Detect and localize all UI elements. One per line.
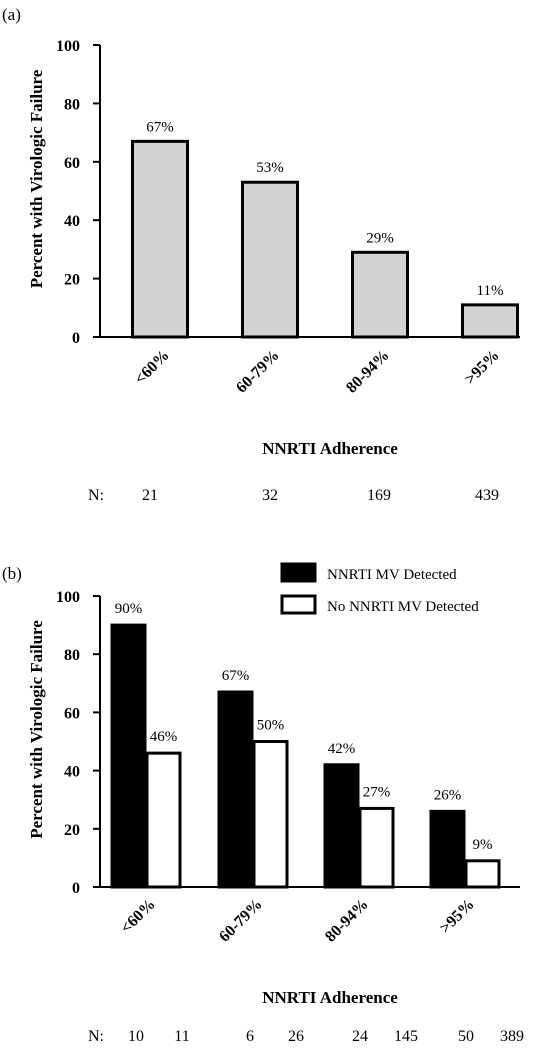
y-axis-label: Percent with Virologic Failure: [27, 69, 46, 288]
n-value: 169: [367, 487, 391, 504]
legend-swatch: [280, 594, 317, 615]
y-tick-label: 40: [64, 213, 80, 230]
data-label: 50%: [257, 718, 285, 734]
bar: [429, 809, 466, 889]
n-value: 145: [394, 1028, 418, 1045]
y-tick-label: 20: [64, 822, 80, 839]
data-label: 67%: [222, 668, 250, 684]
x-tick-label: 80-94%: [343, 347, 393, 397]
x-tick-label: 60-79%: [216, 896, 266, 946]
x-tick-label: >95%: [462, 347, 503, 388]
x-tick-label: >95%: [437, 896, 478, 937]
data-label: 90%: [115, 601, 143, 617]
legend-entry: No NNRTI MV Detected: [327, 599, 479, 615]
data-label: 27%: [363, 784, 391, 800]
n-value: 439: [475, 487, 499, 504]
x-axis-label: NNRTI Adherence: [262, 988, 398, 1007]
x-tick-label: <60%: [118, 896, 159, 937]
y-tick-label: 60: [64, 155, 80, 172]
y-tick-label: 0: [72, 880, 80, 897]
data-label: 26%: [434, 787, 462, 803]
x-axis-label: NNRTI Adherence: [262, 439, 398, 458]
n-value: 24: [352, 1028, 368, 1045]
bar: [131, 139, 189, 339]
y-tick-label: 60: [64, 705, 80, 722]
n-value: 10: [128, 1028, 144, 1045]
y-tick-label: 20: [64, 272, 80, 289]
y-tick-label: 80: [64, 96, 80, 113]
bar: [145, 751, 182, 889]
n-value: 21: [142, 487, 158, 504]
bar: [461, 303, 519, 339]
x-tick-label: <60%: [132, 347, 173, 388]
n-value: 32: [262, 487, 278, 504]
y-tick-label: 100: [56, 38, 80, 55]
data-label: 67%: [146, 119, 174, 135]
data-label: 9%: [473, 837, 493, 853]
panel-label: (b): [2, 564, 22, 583]
n-value: 6: [246, 1028, 254, 1045]
n-value: 11: [174, 1028, 189, 1045]
data-label: 53%: [256, 160, 284, 176]
y-axis-label: Percent with Virologic Failure: [27, 620, 46, 839]
data-label: 29%: [366, 230, 394, 246]
x-tick-label: 60-79%: [233, 347, 283, 397]
bar: [110, 623, 147, 889]
bar: [323, 763, 360, 889]
legend-swatch: [280, 562, 317, 583]
panel-label: (a): [2, 5, 21, 24]
y-tick-label: 80: [64, 647, 80, 664]
y-tick-label: 0: [72, 330, 80, 347]
legend-entry: NNRTI MV Detected: [327, 567, 457, 583]
n-label: N:: [88, 487, 104, 504]
data-label: 11%: [477, 283, 504, 299]
n-value: 26: [288, 1028, 304, 1045]
n-value: 389: [500, 1028, 524, 1045]
data-label: 46%: [150, 729, 178, 745]
data-label: 42%: [328, 741, 356, 757]
y-tick-label: 100: [56, 589, 80, 606]
bar: [217, 690, 254, 889]
bar: [241, 180, 299, 339]
bar: [351, 250, 409, 339]
bar: [464, 859, 501, 889]
bar: [358, 806, 395, 889]
n-label: N:: [88, 1028, 104, 1045]
bar: [252, 740, 289, 889]
n-value: 50: [458, 1028, 474, 1045]
x-tick-label: 80-94%: [322, 896, 372, 946]
y-tick-label: 40: [64, 764, 80, 781]
